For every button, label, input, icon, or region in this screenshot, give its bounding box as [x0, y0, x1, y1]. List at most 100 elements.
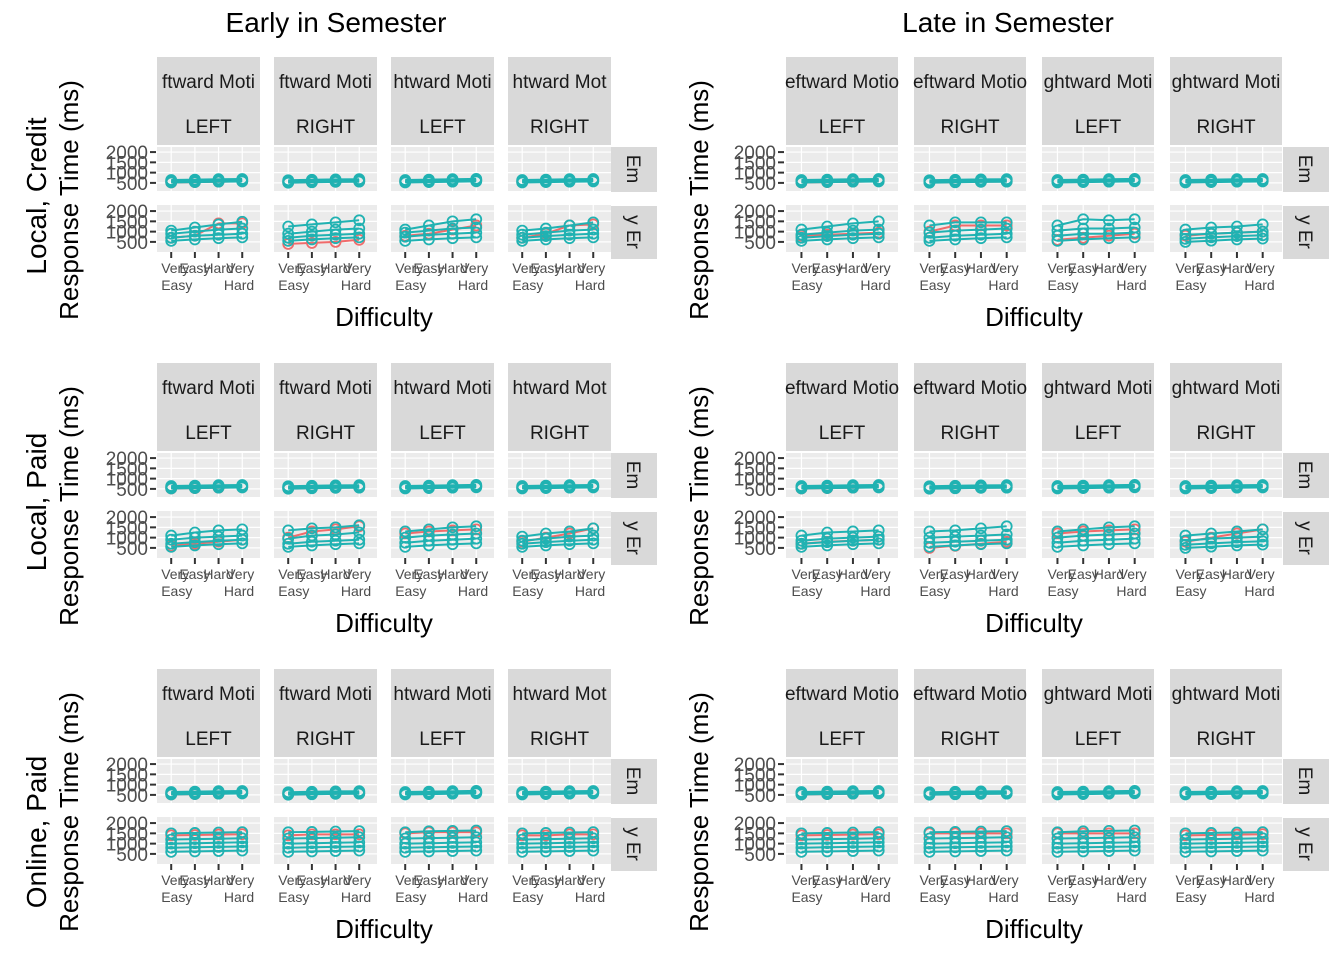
series-teal-line-point	[422, 539, 435, 552]
series-teal-line-point	[1231, 785, 1243, 798]
series-teal-line	[288, 542, 360, 548]
series-teal-line-point	[1077, 523, 1090, 536]
series-teal-line	[801, 542, 879, 548]
series-teal-line-point	[949, 826, 962, 838]
x-tick-label: Hard	[838, 872, 868, 888]
series-teal-line	[171, 845, 243, 849]
series-teal-line-point	[1205, 234, 1218, 247]
series-teal-line-point	[329, 232, 342, 245]
series-teal-line	[929, 538, 1007, 544]
x-tick-label: Very	[161, 566, 189, 582]
subplot-1-1: eftward Motio LEFT eftward Motio RIGHT ghtwa…	[684, 363, 1329, 638]
facet-strip	[914, 669, 1026, 757]
facet-row-strip	[611, 147, 657, 192]
facet-strip	[1042, 57, 1154, 145]
series-teal-line	[1185, 234, 1263, 240]
facet-strip-top-label: htward Mot	[513, 72, 608, 93]
series-teal-line-point	[1077, 479, 1090, 492]
series-teal-line	[929, 221, 1007, 227]
series-teal-line	[288, 219, 360, 228]
x-tick-label: Very	[919, 872, 947, 888]
series-teal-line	[929, 525, 1007, 533]
series-teal-line-point	[188, 229, 201, 242]
facet-strip-top-label: ghtward Moti	[1044, 72, 1153, 93]
series-teal-line-point	[923, 826, 936, 839]
y-tick-label-top: 1500	[106, 765, 148, 786]
series-teal-line-point	[587, 522, 600, 535]
series-teal-line-point	[821, 785, 834, 798]
x-tick-label: Hard	[1244, 889, 1274, 905]
facet-strip-bottom-label: RIGHT	[940, 423, 1000, 444]
series-teal-line	[288, 841, 360, 845]
series-teal-line-point	[446, 538, 459, 551]
x-tick-label: Easy	[413, 566, 444, 582]
series-teal-line	[405, 532, 477, 539]
facet-strip-bottom-label: LEFT	[1075, 117, 1122, 138]
y-tick-label-bottom: 1000	[734, 835, 776, 856]
series-teal-line-point	[282, 826, 295, 839]
y-tick-label-top: 1000	[734, 776, 776, 797]
series-teal-line-point	[282, 524, 295, 537]
series-teal-line-point	[165, 786, 178, 798]
series-teal-line-point	[1077, 539, 1090, 552]
x-tick-label: Very	[460, 872, 488, 888]
series-teal-line	[1057, 218, 1135, 227]
series-teal-line-point	[923, 174, 936, 187]
x-tick-label: Easy	[179, 566, 210, 582]
series-teal-line-point	[847, 534, 859, 547]
series-teal-line-point	[353, 836, 366, 849]
series-teal-line-point	[165, 841, 178, 854]
series-teal-line-point	[795, 786, 808, 798]
series-teal-line-point	[1103, 173, 1115, 186]
series-teal-line-point	[975, 785, 987, 798]
series-teal-line-point	[923, 480, 936, 493]
series-teal-line	[801, 236, 879, 242]
series-teal-line	[801, 790, 879, 793]
row-title-online-paid: Online, Paid	[21, 756, 52, 909]
series-teal-line	[801, 845, 879, 849]
facet-row-strip	[611, 206, 657, 259]
y-tick-label-bottom: 2000	[106, 202, 148, 223]
x-tick-label: Hard	[966, 260, 996, 276]
x-tick-label: Hard	[1116, 889, 1146, 905]
x-tick-label: Easy	[919, 277, 950, 293]
series-teal-line	[288, 849, 360, 853]
series-teal-line-point	[399, 234, 412, 247]
series-teal-line-point	[1077, 233, 1090, 246]
series-teal-line-point	[353, 825, 366, 837]
series-teal-line	[1185, 484, 1263, 487]
series-teal-line	[522, 221, 594, 232]
facet-strip	[274, 669, 377, 757]
series-teal-line	[288, 836, 360, 840]
series-teal-line-point	[821, 173, 834, 186]
series-teal-line	[801, 831, 879, 835]
series-teal-line	[522, 484, 594, 487]
facet-strip-bottom-label: LEFT	[185, 117, 232, 138]
x-tick-label: Very	[460, 566, 488, 582]
series-teal-line	[171, 232, 243, 239]
series-teal-line	[405, 231, 477, 238]
x-tick-label: Easy	[812, 260, 843, 276]
x-tick-label: Very	[1047, 872, 1075, 888]
facet-strip-bottom-label: LEFT	[819, 117, 866, 138]
series-teal-line	[1057, 845, 1135, 849]
series-teal-line	[801, 228, 879, 236]
series-teal-line	[171, 227, 243, 235]
x-tick-label: Easy	[278, 889, 309, 905]
series-teal-line-point	[949, 845, 962, 858]
y-tick-label-bottom: 1500	[106, 518, 148, 539]
series-teal-line-point	[975, 228, 987, 241]
x-tick-label: Easy	[812, 872, 843, 888]
series-teal-line-point	[1128, 213, 1141, 226]
y-axis-title: Response Time (ms)	[54, 386, 84, 626]
x-tick-label: Hard	[575, 583, 605, 599]
x-tick-label: Very	[1247, 566, 1275, 582]
series-teal-line-point	[795, 234, 808, 247]
series-teal-line-point	[949, 524, 962, 537]
series-teal-line-point	[399, 230, 412, 243]
y-tick-label-bottom: 500	[744, 539, 776, 560]
series-teal-line	[801, 837, 879, 841]
series-teal-line	[1185, 790, 1263, 793]
x-tick-label: Very	[226, 566, 254, 582]
series-teal-line-point	[165, 845, 178, 858]
